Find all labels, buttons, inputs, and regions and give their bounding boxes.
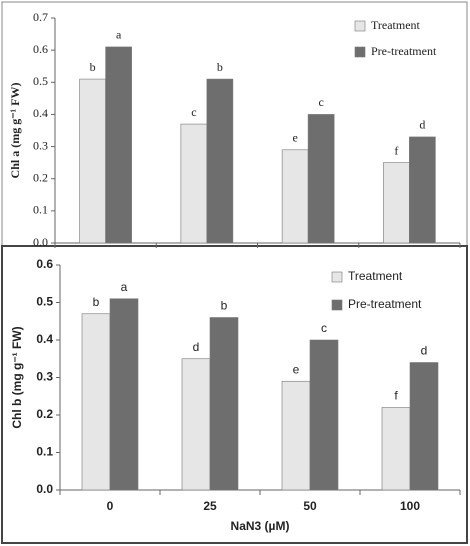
y-tick-label: 0.3 (33, 138, 48, 152)
bar (381, 407, 411, 491)
bar (209, 317, 239, 491)
legend-label: Pre-treatment (348, 297, 422, 311)
significance-letter: d (421, 344, 428, 358)
legend-label: Pre-treatment (371, 44, 437, 58)
bar (307, 114, 335, 244)
y-tick-label: 0.5 (33, 74, 48, 88)
significance-letter: e (293, 362, 300, 376)
legend-label: Treatment (371, 18, 421, 32)
bar (109, 298, 139, 491)
y-tick-label: 0.0 (33, 235, 48, 249)
significance-letter: f (394, 389, 398, 403)
y-tick-label: 0.6 (36, 257, 53, 271)
y-tick-label: 0.2 (36, 407, 53, 421)
significance-letter: e (292, 131, 297, 145)
x-tick-label: 0 (107, 499, 114, 513)
y-axis-label: Chl b (mg g⁻¹ FW) (10, 326, 24, 428)
bar (206, 78, 234, 244)
x-tick-label: 25 (203, 499, 217, 513)
chart: 0.0 0.1 0.2 0.3 0.4 0.5 0.6 Chl b (mg g⁻¹ FW) 0 2… (10, 257, 461, 533)
significance-letter: d (193, 340, 200, 354)
legend-label: Treatment (348, 269, 403, 283)
significance-letter: b (93, 295, 100, 309)
bar (181, 358, 211, 491)
significance-letter: a (121, 280, 128, 294)
y-tick-label: 0.4 (36, 332, 53, 346)
bar (409, 136, 436, 244)
significance-letter: b (221, 299, 228, 313)
x-tick-label: 50 (303, 499, 317, 513)
bar (81, 313, 111, 491)
y-tick-label: 0.4 (33, 106, 48, 120)
y-tick-label: 0.1 (36, 445, 53, 459)
significance-letter: c (191, 105, 196, 119)
y-tick-label: 0.6 (33, 42, 48, 56)
x-tick-label: 100 (400, 499, 420, 513)
significance-letter: c (321, 321, 327, 335)
legend-swatch (354, 46, 366, 58)
bar (309, 339, 339, 491)
y-tick-label: 0.0 (36, 482, 53, 496)
bar (281, 380, 311, 491)
y-tick-label: 0.1 (33, 203, 48, 217)
bar (409, 362, 439, 491)
legend-swatch (331, 299, 343, 311)
significance-letter: d (419, 118, 425, 132)
legend-swatch (354, 20, 366, 32)
significance-letter: c (318, 95, 323, 109)
bar (281, 149, 309, 244)
y-tick-label: 0.3 (36, 370, 53, 384)
significance-letter: b (90, 60, 96, 74)
y-tick-label: 0.5 (36, 295, 53, 309)
significance-letter: b (217, 60, 223, 74)
x-axis-label: NaN3 (µM) (231, 519, 290, 533)
significance-letter: a (116, 28, 122, 42)
y-axis-label: Chl a (mg g⁻¹ FW) (8, 83, 22, 179)
y-tick-label: 0.2 (33, 170, 48, 184)
panel-frame (1, 245, 468, 544)
chart: 0.0 0.1 0.2 0.3 0.4 0.5 0.6 0.7 Chl a (mg g⁻¹ FW… (8, 10, 461, 249)
bar (105, 46, 132, 244)
significance-letter: f (394, 143, 398, 157)
legend-swatch (331, 271, 343, 283)
bar (79, 78, 106, 244)
y-tick-label: 0.7 (33, 10, 48, 24)
bar (180, 123, 208, 244)
bar (383, 162, 410, 244)
